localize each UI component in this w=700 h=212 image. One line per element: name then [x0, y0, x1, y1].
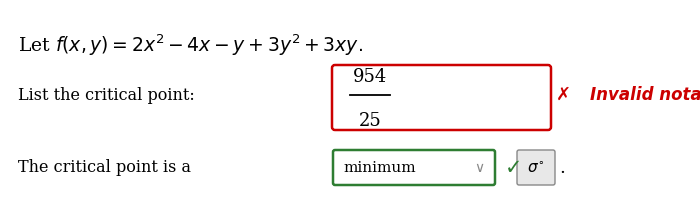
Text: Invalid notation.: Invalid notation.	[590, 86, 700, 104]
Text: ✗: ✗	[555, 86, 570, 104]
Text: ∨: ∨	[474, 161, 484, 175]
FancyBboxPatch shape	[333, 150, 495, 185]
Text: List the critical point:: List the critical point:	[18, 86, 195, 103]
FancyBboxPatch shape	[517, 150, 555, 185]
Text: Let $f(x, y) = 2x^2 - 4x - y + 3y^2 + 3xy.$: Let $f(x, y) = 2x^2 - 4x - y + 3y^2 + 3x…	[18, 32, 363, 57]
Text: $\sigma^{\!\circ}$: $\sigma^{\!\circ}$	[527, 160, 545, 176]
FancyBboxPatch shape	[332, 65, 551, 130]
Text: .: .	[559, 159, 565, 177]
Text: ✓: ✓	[505, 158, 522, 178]
Text: 954: 954	[353, 68, 387, 86]
Text: 25: 25	[358, 112, 382, 130]
Text: minimum: minimum	[343, 161, 416, 175]
Text: The critical point is a: The critical point is a	[18, 159, 191, 177]
